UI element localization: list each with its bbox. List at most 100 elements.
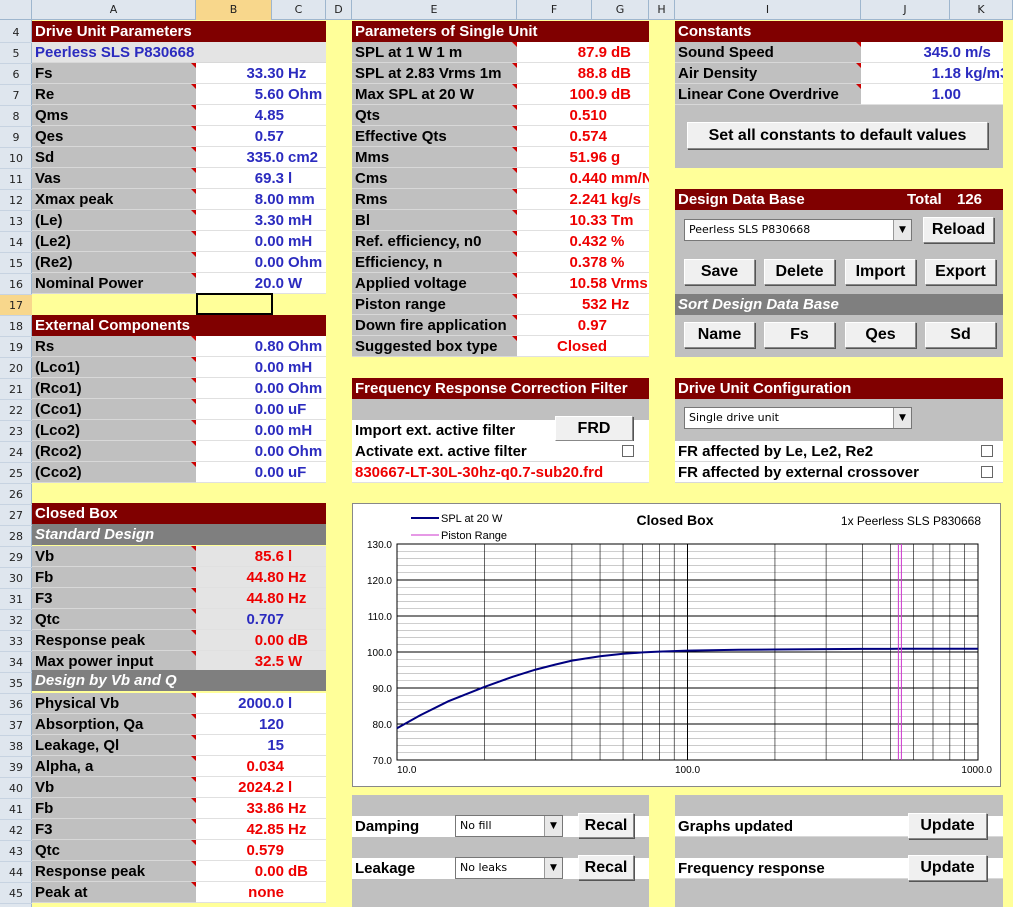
- param-value-cell[interactable]: 15: [196, 735, 326, 756]
- param-value-cell[interactable]: 3.30 mH: [196, 210, 326, 231]
- row-header[interactable]: 8: [0, 106, 32, 127]
- param-value-cell[interactable]: 44.80 Hz: [196, 567, 326, 588]
- row-header[interactable]: 4: [0, 22, 32, 43]
- param-value-cell[interactable]: 2024.2 l: [196, 777, 326, 798]
- param-value-cell[interactable]: 0.80 Ohm: [196, 336, 326, 357]
- row-header[interactable]: 33: [0, 631, 32, 652]
- delete-button[interactable]: Delete: [764, 259, 835, 285]
- param-value-cell[interactable]: 345.0 m/s: [861, 42, 1003, 63]
- param-value-cell[interactable]: 32.5 W: [196, 651, 326, 672]
- row-header[interactable]: 42: [0, 820, 32, 841]
- param-value-cell[interactable]: 0.432%: [517, 231, 649, 252]
- sort-sd-button[interactable]: Sd: [925, 322, 996, 348]
- param-value-cell[interactable]: 0.707: [196, 609, 326, 630]
- param-value-cell[interactable]: 2000.0 l: [196, 693, 326, 714]
- param-value-cell[interactable]: 0.440 mm/N: [517, 168, 649, 189]
- param-value-cell[interactable]: 0.00 Ohm: [196, 252, 326, 273]
- sort-fs-button[interactable]: Fs: [764, 322, 835, 348]
- row-header[interactable]: 45: [0, 883, 32, 904]
- row-header[interactable]: 32: [0, 610, 32, 631]
- row-header[interactable]: 31: [0, 589, 32, 610]
- row-header[interactable]: 15: [0, 253, 32, 274]
- row-header[interactable]: 14: [0, 232, 32, 253]
- set-defaults-button[interactable]: Set all constants to default values: [687, 122, 988, 149]
- param-value-cell[interactable]: 0.97: [517, 315, 649, 336]
- row-header[interactable]: 7: [0, 85, 32, 106]
- col-header-c[interactable]: C: [272, 0, 326, 20]
- param-value-cell[interactable]: 0.00 uF: [196, 399, 326, 420]
- col-header-k[interactable]: K: [950, 0, 1013, 20]
- row-header[interactable]: 35: [0, 673, 32, 694]
- row-header[interactable]: 10: [0, 148, 32, 169]
- sort-qes-button[interactable]: Qes: [845, 322, 916, 348]
- param-value-cell[interactable]: 44.80 Hz: [196, 588, 326, 609]
- leakage-recal-button[interactable]: Recal: [578, 855, 634, 880]
- row-header[interactable]: 17: [0, 295, 32, 316]
- param-value-cell[interactable]: 335.0 cm2: [196, 147, 326, 168]
- frcf-filename[interactable]: 830667-LT-30L-30hz-q0.7-sub20.frd: [352, 462, 649, 483]
- col-header-j[interactable]: J: [861, 0, 950, 20]
- database-select[interactable]: Peerless SLS P830668 ▼: [684, 219, 912, 241]
- col-header-g[interactable]: G: [592, 0, 649, 20]
- row-header[interactable]: 39: [0, 757, 32, 778]
- param-value-cell[interactable]: 0.00 mH: [196, 357, 326, 378]
- chevron-down-icon[interactable]: ▼: [893, 408, 911, 428]
- param-value-cell[interactable]: 0.57: [196, 126, 326, 147]
- param-value-cell[interactable]: none: [196, 882, 326, 903]
- leakage-select[interactable]: No leaks ▼: [455, 857, 563, 879]
- row-header[interactable]: 27: [0, 505, 32, 526]
- import-button[interactable]: Import: [845, 259, 916, 285]
- row-header[interactable]: 44: [0, 862, 32, 883]
- graphs-update-button[interactable]: Update: [908, 813, 987, 839]
- param-value-cell[interactable]: 0.00 mH: [196, 420, 326, 441]
- damping-select[interactable]: No fill ▼: [455, 815, 563, 837]
- le-checkbox[interactable]: [981, 445, 993, 457]
- selected-cell-b17[interactable]: [196, 293, 273, 315]
- row-header[interactable]: 24: [0, 442, 32, 463]
- param-value-cell[interactable]: 42.85 Hz: [196, 819, 326, 840]
- param-value-cell[interactable]: 100.9 dB: [517, 84, 649, 105]
- param-value-cell[interactable]: Closed: [517, 336, 649, 357]
- param-value-cell[interactable]: 0.00 uF: [196, 462, 326, 483]
- param-value-cell[interactable]: 10.33 Tm: [517, 210, 649, 231]
- row-header[interactable]: 13: [0, 211, 32, 232]
- param-value-cell[interactable]: 51.96 g: [517, 147, 649, 168]
- export-button[interactable]: Export: [925, 259, 996, 285]
- param-value-cell[interactable]: 10.58 Vrms: [517, 273, 649, 294]
- row-header[interactable]: 11: [0, 169, 32, 190]
- param-value-cell[interactable]: 8.00 mm: [196, 189, 326, 210]
- param-value-cell[interactable]: 0.00 dB: [196, 861, 326, 882]
- param-value-cell[interactable]: 0.00 mH: [196, 231, 326, 252]
- param-value-cell[interactable]: 33.30 Hz: [196, 63, 326, 84]
- activate-filter-checkbox[interactable]: [622, 445, 634, 457]
- row-header[interactable]: 9: [0, 127, 32, 148]
- config-select[interactable]: Single drive unit ▼: [684, 407, 912, 429]
- param-value-cell[interactable]: 0.00 dB: [196, 630, 326, 651]
- crossover-checkbox[interactable]: [981, 466, 993, 478]
- row-header[interactable]: 34: [0, 652, 32, 673]
- row-header[interactable]: 40: [0, 778, 32, 799]
- param-value-cell[interactable]: 120: [196, 714, 326, 735]
- col-header-i[interactable]: I: [675, 0, 861, 20]
- param-value-cell[interactable]: 532 Hz: [517, 294, 649, 315]
- chevron-down-icon[interactable]: ▼: [544, 816, 562, 836]
- row-header[interactable]: 22: [0, 400, 32, 421]
- row-header[interactable]: 30: [0, 568, 32, 589]
- freqresp-update-button[interactable]: Update: [908, 855, 987, 881]
- row-header[interactable]: 5: [0, 43, 32, 64]
- param-value-cell[interactable]: 87.9 dB: [517, 42, 649, 63]
- chevron-down-icon[interactable]: ▼: [893, 220, 911, 240]
- row-header[interactable]: 20: [0, 358, 32, 379]
- param-value-cell[interactable]: 0.579: [196, 840, 326, 861]
- col-header-e[interactable]: E: [352, 0, 517, 20]
- row-header[interactable]: 16: [0, 274, 32, 295]
- param-value-cell[interactable]: 33.86 Hz: [196, 798, 326, 819]
- drive-unit-model[interactable]: Peerless SLS P830668: [32, 42, 326, 63]
- row-header[interactable]: 18: [0, 316, 32, 337]
- reload-button[interactable]: Reload: [923, 217, 994, 243]
- param-value-cell[interactable]: 0.510: [517, 105, 649, 126]
- row-header[interactable]: 28: [0, 526, 32, 547]
- row-header[interactable]: 19: [0, 337, 32, 358]
- row-header[interactable]: 43: [0, 841, 32, 862]
